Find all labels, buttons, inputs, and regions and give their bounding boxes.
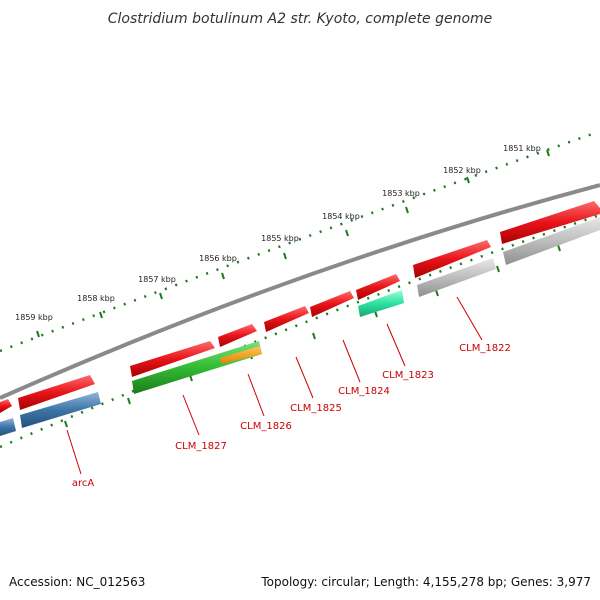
gene-label-CLM_1825[interactable]: CLM_1825 xyxy=(290,403,342,414)
map-title: Clostridium botulinum A2 str. Kyoto, com… xyxy=(108,11,493,27)
gene-label-CLM_1827[interactable]: CLM_1827 xyxy=(175,441,227,452)
reverse-strand-features xyxy=(0,217,600,436)
kbp-label: 1855 kbp xyxy=(261,234,299,243)
feature-bar-orange[interactable] xyxy=(220,346,262,364)
gene-arrow-CLM_1822[interactable] xyxy=(413,240,491,278)
gene-label-CLM_1826[interactable]: CLM_1826 xyxy=(240,421,292,432)
kbp-label: 1852 kbp xyxy=(443,166,481,175)
feature-bar-teal[interactable] xyxy=(358,290,404,317)
gene-arrow-CLM_1827[interactable] xyxy=(130,341,215,377)
kbp-label: 1854 kbp xyxy=(322,212,360,221)
gene-label-CLM_1823[interactable]: CLM_1823 xyxy=(382,370,434,381)
kbp-label: 1858 kbp xyxy=(77,294,115,303)
gene-arrow-CLM_1822a[interactable] xyxy=(500,201,600,244)
kbp-label: 1856 kbp xyxy=(199,254,237,263)
kbp-label: 1853 kbp xyxy=(382,189,420,198)
kbp-label: 1851 kbp xyxy=(503,144,541,153)
kbp-ruler: 1851 kbp 1852 kbp 1853 kbp 1854 kbp 1855… xyxy=(0,131,596,353)
gene-arrow-left[interactable] xyxy=(0,399,12,413)
feature-bar-blue-a[interactable] xyxy=(20,392,101,428)
kbp-label: 1859 kbp xyxy=(15,313,53,322)
gene-arrow-CLM_1826[interactable] xyxy=(218,324,257,347)
gene-label-CLM_1824[interactable]: CLM_1824 xyxy=(338,386,390,397)
gene-label-CLM_1822[interactable]: CLM_1822 xyxy=(459,343,511,354)
feature-bar-green[interactable] xyxy=(132,341,262,394)
feature-bar-gray-a[interactable] xyxy=(503,217,600,265)
genome-backbone xyxy=(0,183,600,400)
forward-strand-features xyxy=(0,201,600,413)
kbp-label: 1857 kbp xyxy=(138,275,176,284)
gene-arrow-arcA[interactable] xyxy=(18,375,95,410)
gene-arrow-CLM_1824[interactable] xyxy=(310,291,354,317)
feature-bar-gray-b[interactable] xyxy=(417,258,496,297)
gene-arrow-CLM_1825[interactable] xyxy=(264,306,309,332)
gene-label-arcA[interactable]: arcA xyxy=(72,478,95,489)
accession-text: Accession: NC_012563 xyxy=(9,575,145,589)
gene-arrow-CLM_1823[interactable] xyxy=(356,274,400,300)
feature-bar-blue-b[interactable] xyxy=(0,418,16,436)
label-leaders xyxy=(66,296,483,475)
genome-summary-text: Topology: circular; Length: 4,155,278 bp… xyxy=(260,575,591,589)
